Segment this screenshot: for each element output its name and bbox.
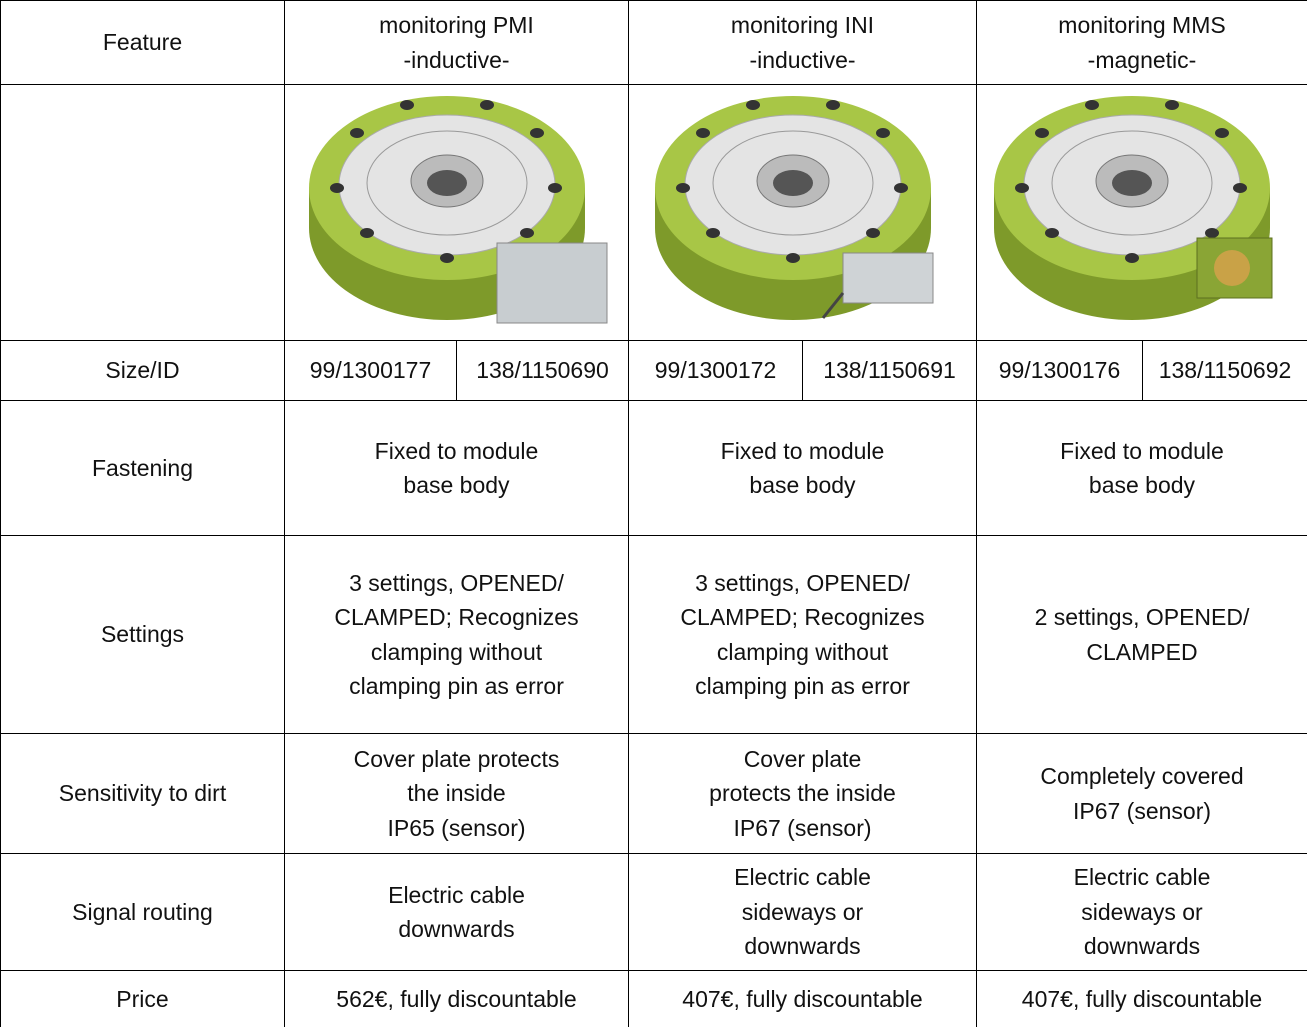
header-cell: monitoring PMI -inductive- (285, 1, 629, 85)
cell-text: clamping pin as error (349, 673, 564, 699)
row-label: Fastening (1, 401, 285, 536)
cell-text: 3 settings, OPENED/ (349, 569, 564, 596)
data-cell: Fixed to module base body (285, 401, 629, 536)
header-cell: Feature (1, 1, 285, 85)
id-text: 99/1300177 (309, 357, 432, 384)
data-cell: 407€, fully discountable (977, 971, 1307, 1027)
row-label: Signal routing (1, 854, 285, 971)
cell-text: downwards (744, 933, 861, 960)
id-text: 99/1300172 (654, 357, 777, 384)
image-cell (977, 85, 1307, 341)
cell-text: CLAMPED (1086, 638, 1198, 665)
header-text: -inductive- (403, 46, 510, 73)
data-cell: Fixed to module base body (977, 401, 1307, 536)
cell-text: Cover plate (743, 745, 862, 772)
cell-text: IP65 (sensor) (387, 814, 526, 841)
cell-text: clamping pin as error (695, 673, 910, 699)
cell-text: CLAMPED; Recognizes (680, 604, 925, 630)
id-text: 138/1150692 (1158, 357, 1292, 384)
row-label: Size/ID (1, 341, 285, 401)
row-label-text: Settings (100, 621, 185, 648)
data-cell: 407€, fully discountable (629, 971, 977, 1027)
id-cell: 99/1300176 (977, 341, 1143, 401)
id-cell: 138/1150692 (1143, 341, 1307, 401)
header-cell: monitoring MMS -magnetic- (977, 1, 1307, 85)
data-cell: Electric cable sideways or downwards (977, 854, 1307, 971)
header-text: -inductive- (749, 46, 856, 73)
product-image (654, 95, 933, 320)
header-cell: monitoring INI -inductive- (629, 1, 977, 85)
cell-text: base body (749, 472, 856, 498)
cell-text: IP67 (sensor) (733, 814, 872, 841)
header-text: -magnetic- (1087, 46, 1197, 73)
cell-text: protects the inside (709, 780, 896, 807)
data-cell: 562€, fully discountable (285, 971, 629, 1027)
cell-text: Electric cable (1073, 864, 1211, 891)
header-text: monitoring INI (730, 12, 875, 38)
row-label: Price (1, 971, 285, 1027)
product-image (994, 95, 1273, 320)
cell-text: sideways or (741, 898, 864, 925)
id-cell: 99/1300172 (629, 341, 803, 401)
cell-text: Electric cable (734, 864, 871, 891)
cell-text: IP67 (sensor) (1072, 797, 1212, 824)
header-text: Feature (102, 29, 183, 56)
row-label-text: Fastening (91, 454, 193, 481)
cell-text: sideways or (1081, 898, 1203, 925)
row-label-text: Signal routing (72, 898, 213, 925)
cell-text: Fixed to module (1060, 437, 1224, 464)
cell-text: clamping without (716, 638, 889, 665)
data-cell: 3 settings, OPENED/CLAMPED; Recognizes cl… (285, 536, 629, 734)
cell-text: 407€, fully discountable (1021, 985, 1263, 1012)
data-cell: Cover plate protects the inside IP65 (sens… (285, 734, 629, 854)
id-text: 99/1300176 (998, 357, 1121, 384)
id-cell: 99/1300177 (285, 341, 457, 401)
cell-text: CLAMPED; Recognizes (334, 604, 579, 630)
cell-text: Cover plate protects (353, 745, 560, 772)
cell-text: Fixed to module (374, 437, 539, 464)
data-cell: Fixed to module base body (629, 401, 977, 536)
cell-text: base body (403, 472, 510, 498)
cell-text: downwards (1083, 933, 1201, 960)
data-cell: Cover plate protects the inside IP67 (sens… (629, 734, 977, 854)
data-cell: Completely covered IP67 (sensor) (977, 734, 1307, 854)
id-cell: 138/1150691 (803, 341, 977, 401)
row-label-text: Size/ID (105, 357, 180, 384)
cell-text: Fixed to module (720, 437, 885, 464)
id-cell: 138/1150690 (457, 341, 629, 401)
product-image (308, 95, 607, 323)
row-label: Settings (1, 536, 285, 734)
data-cell: 3 settings, OPENED/CLAMPED; Recognizes cl… (629, 536, 977, 734)
data-cell: Electric cable downwards (285, 854, 629, 971)
cell-text: base body (1088, 472, 1196, 498)
cell-text: the inside (407, 780, 506, 807)
id-text: 138/1150690 (476, 357, 609, 384)
header-text: monitoring MMS (1058, 12, 1226, 38)
cell-text: clamping without (370, 638, 543, 665)
cell-text: 562€, fully discountable (336, 985, 577, 1012)
id-text: 138/1150691 (823, 357, 956, 384)
data-cell: 2 settings, OPENED/CLAMPED (977, 536, 1307, 734)
cell-text: Electric cable (388, 881, 525, 908)
cell-text: Completely covered (1040, 763, 1244, 789)
row-label-text: Sensitivity to dirt (58, 780, 227, 807)
image-cell (629, 85, 977, 341)
row-label-text: Price (116, 985, 169, 1012)
header-text: monitoring PMI (379, 12, 534, 38)
row-label: Sensitivity to dirt (1, 734, 285, 854)
cell-text: 407€, fully discountable (682, 985, 923, 1012)
cell-text: downwards (398, 916, 515, 942)
empty-cell (1, 85, 285, 341)
cell-text: 2 settings, OPENED/ (1034, 604, 1250, 630)
data-cell: Electric cable sideways or downwards (629, 854, 977, 971)
cell-text: 3 settings, OPENED/ (695, 569, 910, 596)
image-cell (285, 85, 629, 341)
